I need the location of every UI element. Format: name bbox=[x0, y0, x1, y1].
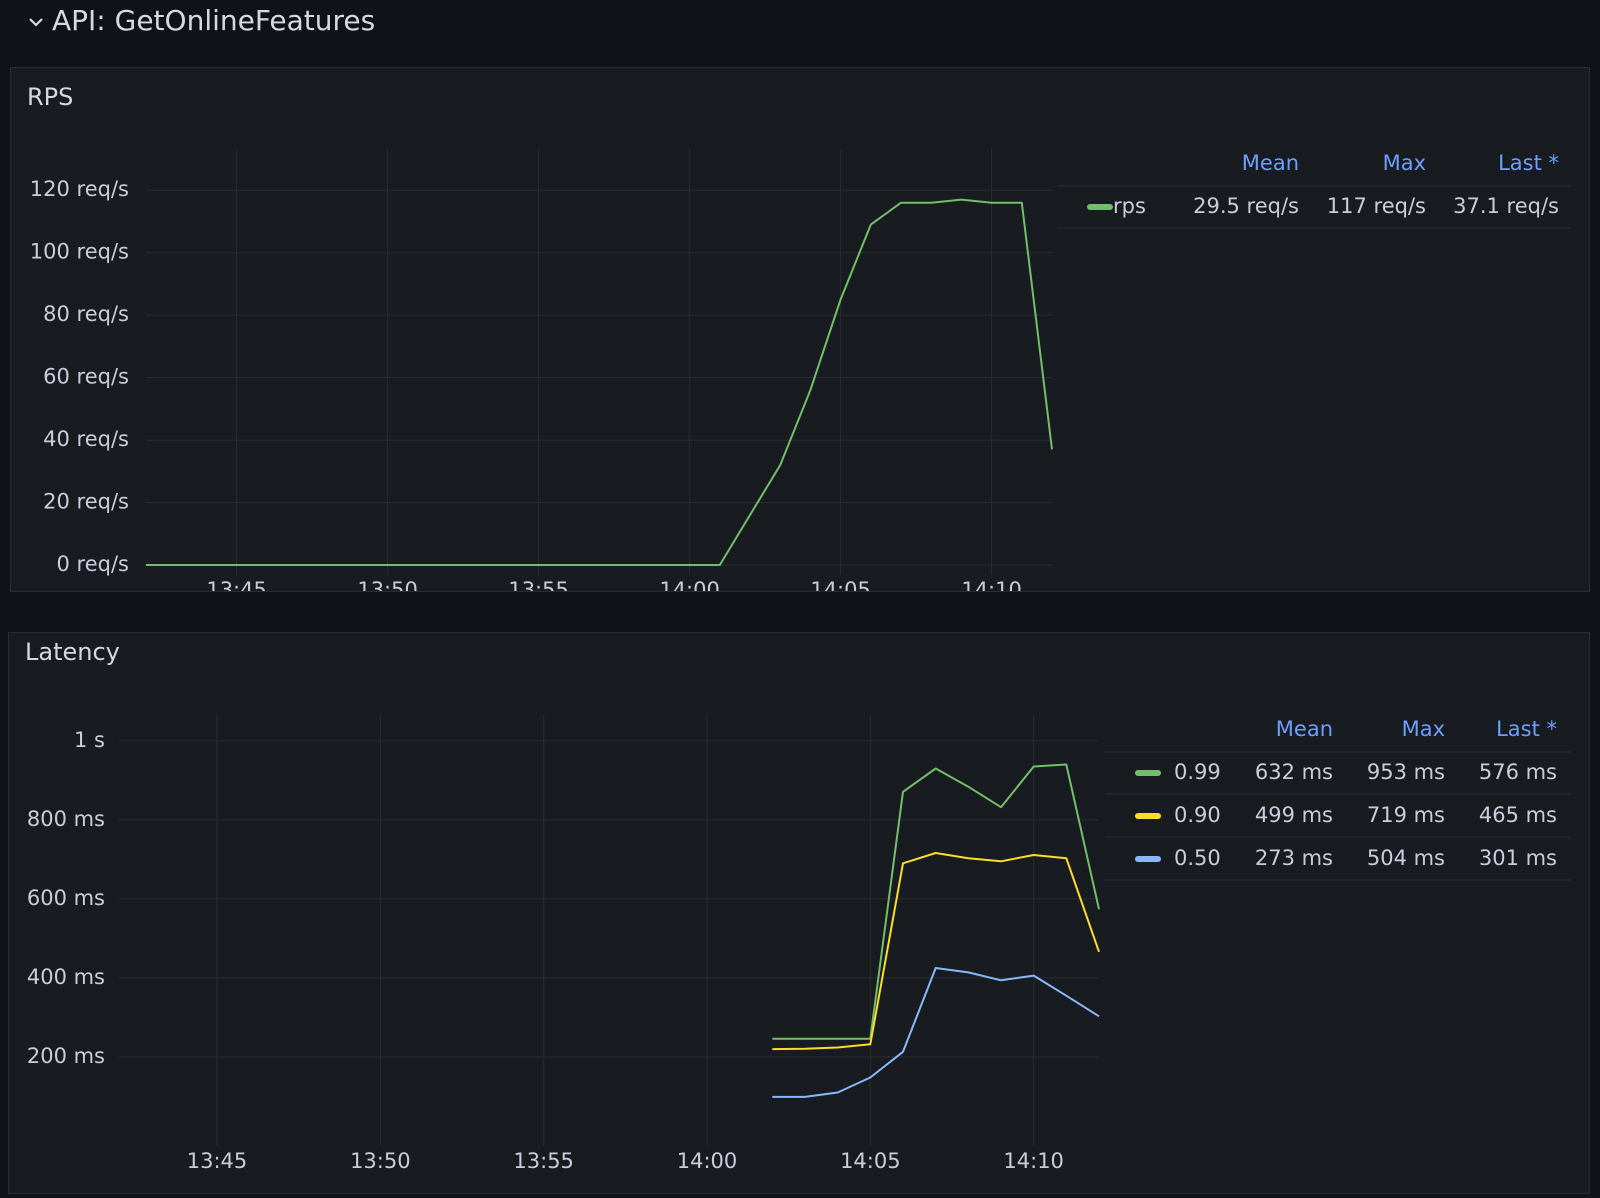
legend-stat: 632 ms bbox=[1255, 760, 1333, 784]
legend-name: 0.90 bbox=[1174, 803, 1221, 827]
y-tick-label: 0 req/s bbox=[57, 552, 129, 576]
legend-stat: 117 req/s bbox=[1327, 194, 1426, 218]
x-tick-label: 14:00 bbox=[677, 1149, 738, 1173]
legend-name: 0.99 bbox=[1174, 760, 1221, 784]
panel-rps: RPS 0 req/s 20 req/s 40 req/s 60 req/s 80 req… bbox=[10, 67, 1590, 592]
legend-stat: 465 ms bbox=[1479, 803, 1557, 827]
x-tick-label: 14:10 bbox=[961, 578, 1022, 592]
chart: RPS 0 req/s 20 req/s 40 req/s 60 req/s 80 req… bbox=[27, 83, 1571, 592]
series-line bbox=[772, 852, 1100, 1051]
legend-swatch bbox=[1087, 204, 1113, 210]
legend-name: rps bbox=[1113, 194, 1146, 218]
x-tick-label: 13:45 bbox=[206, 578, 267, 592]
row-header[interactable]: API: GetOnlineFeatures bbox=[0, 0, 1600, 48]
x-tick-label: 14:05 bbox=[810, 578, 871, 592]
legend-stat: 953 ms bbox=[1367, 760, 1445, 784]
legend-stat: 576 ms bbox=[1479, 760, 1557, 784]
chart: Latency 200 ms 400 ms 600 ms 800 ms 1 s 13:45 1… bbox=[25, 638, 1571, 1173]
y-tick-label: 20 req/s bbox=[43, 490, 129, 514]
y-tick-label: 800 ms bbox=[27, 807, 105, 831]
y-tick-label: 120 req/s bbox=[30, 177, 129, 201]
x-tick-label: 13:50 bbox=[350, 1149, 411, 1173]
series-line bbox=[772, 763, 1100, 1040]
x-tick-label: 14:00 bbox=[659, 578, 720, 592]
panel-title: RPS bbox=[27, 83, 73, 111]
legend-column-header: Mean bbox=[1276, 717, 1333, 741]
x-tick-label: 13:50 bbox=[357, 578, 418, 592]
legend-column-header: Mean bbox=[1242, 151, 1299, 175]
y-tick-label: 1 s bbox=[74, 728, 105, 752]
legend-column-header: Last * bbox=[1496, 717, 1557, 741]
y-tick-label: 80 req/s bbox=[43, 302, 129, 326]
legend-swatch bbox=[1135, 813, 1161, 819]
legend-swatch bbox=[1135, 770, 1161, 776]
x-tick-label: 13:55 bbox=[508, 578, 569, 592]
series-line bbox=[772, 967, 1100, 1098]
legend-swatch bbox=[1135, 856, 1161, 862]
legend-stat: 719 ms bbox=[1367, 803, 1445, 827]
series-line bbox=[146, 198, 1053, 566]
y-tick-label: 400 ms bbox=[27, 965, 105, 989]
legend-stat: 29.5 req/s bbox=[1193, 194, 1299, 218]
y-tick-label: 600 ms bbox=[27, 886, 105, 910]
legend-stat: 499 ms bbox=[1255, 803, 1333, 827]
legend-name: 0.50 bbox=[1174, 846, 1221, 870]
y-tick-label: 40 req/s bbox=[43, 427, 129, 451]
y-tick-label: 100 req/s bbox=[30, 240, 129, 264]
panel-latency: Latency 200 ms 400 ms 600 ms 800 ms 1 s 13:45 1… bbox=[8, 632, 1590, 1194]
y-tick-label: 60 req/s bbox=[43, 365, 129, 389]
x-tick-label: 14:05 bbox=[840, 1149, 901, 1173]
legend-stat: 504 ms bbox=[1367, 846, 1445, 870]
row-title[interactable]: API: GetOnlineFeatures bbox=[52, 4, 376, 37]
x-tick-label: 14:10 bbox=[1003, 1149, 1064, 1173]
legend-column-header: Max bbox=[1383, 151, 1426, 175]
legend-stat: 301 ms bbox=[1479, 846, 1557, 870]
legend-stat: 37.1 req/s bbox=[1453, 194, 1559, 218]
y-tick-label: 200 ms bbox=[27, 1044, 105, 1068]
legend-column-header: Last * bbox=[1498, 151, 1559, 175]
collapse-chevron[interactable] bbox=[28, 16, 44, 28]
x-tick-label: 13:55 bbox=[513, 1149, 574, 1173]
legend-column-header: Max bbox=[1402, 717, 1445, 741]
legend-stat: 273 ms bbox=[1255, 846, 1333, 870]
panel-title: Latency bbox=[25, 638, 120, 666]
x-tick-label: 13:45 bbox=[187, 1149, 248, 1173]
